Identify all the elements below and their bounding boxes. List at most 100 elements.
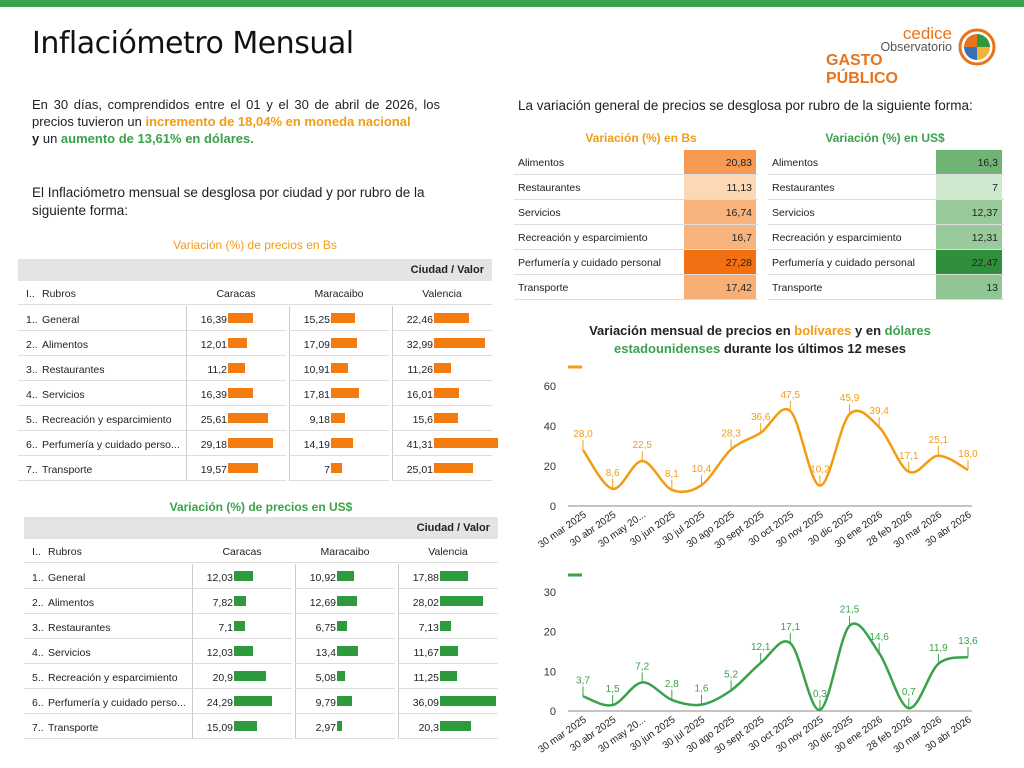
cell-value: 12,03 — [206, 572, 233, 584]
rubro-value-usd: 12,31 — [971, 232, 998, 244]
rubro-value-bs: 27,28 — [725, 257, 752, 269]
value-cell: 15,25 — [289, 306, 389, 331]
value-cell: 10,91 — [289, 356, 389, 381]
row-rubro: General — [48, 572, 86, 584]
cell-bar — [440, 671, 458, 681]
rubro-name: Servicios — [518, 207, 561, 219]
table-row: 4.. Servicios 16,39 17,81 16,01 — [18, 381, 492, 406]
row-index: 1.. — [26, 314, 38, 326]
cell-value: 15,09 — [206, 722, 233, 734]
cell-value: 7 — [324, 464, 330, 476]
rubro-table-usd: Alimentos 16,3 Restaurantes 7 Servicios 12,37… — [768, 150, 1004, 300]
rubro-value-usd: 16,3 — [977, 157, 998, 169]
value-cell: 17,09 — [289, 331, 389, 356]
rubro-row-usd: Restaurantes 7 — [768, 175, 1004, 200]
cell-bar — [440, 696, 496, 706]
cell-value: 29,18 — [200, 439, 227, 451]
cell-bar — [337, 671, 345, 681]
data-label: 45,9 — [840, 393, 860, 404]
rubro-value-usd: 13 — [986, 282, 998, 294]
cell-value: 28,02 — [412, 597, 439, 609]
city-header-2: Valencia — [428, 546, 468, 558]
cell-bar — [434, 388, 459, 398]
table-row: 2.. Alimentos 12,01 17,09 32,99 — [18, 331, 492, 356]
row-rubro: Servicios — [48, 647, 91, 659]
value-cell: 15,6 — [392, 406, 492, 431]
row-index: 3.. — [26, 364, 38, 376]
cell-value: 10,91 — [303, 364, 330, 376]
city-header-2: Valencia — [422, 288, 462, 300]
value-cell: 15,09 — [192, 714, 292, 739]
y-tick-label: 0 — [550, 501, 556, 513]
cell-value: 11,26 — [407, 364, 434, 376]
value-cell: 2,97 — [295, 714, 395, 739]
city-header-0: Caracas — [222, 546, 262, 558]
data-label: 1,6 — [695, 684, 709, 695]
cell-bar — [228, 388, 254, 398]
cell-bar — [337, 721, 342, 731]
rubro-name: Perfumería y cuidado personal — [518, 257, 661, 269]
rubro-cell-usd: 13 — [936, 275, 1002, 299]
chart-title-a: Variación mensual de precios en — [589, 323, 795, 338]
page-title: Inflaciómetro Mensual — [32, 26, 354, 61]
city-table-bs: Ciudad / Valor I.. Rubros Caracas Maracaibo V… — [18, 259, 499, 483]
cell-value: 16,39 — [200, 389, 227, 401]
rubro-name: Recreación y esparcimiento — [518, 232, 648, 244]
row-divider — [24, 639, 192, 664]
rubro-row-usd: Alimentos 16,3 — [768, 150, 1004, 175]
row-index: 7.. — [26, 464, 38, 476]
rubro-name: Restaurantes — [772, 182, 835, 194]
rubro-name: Restaurantes — [518, 182, 581, 194]
rubro-name: Servicios — [772, 207, 815, 219]
cell-bar — [337, 596, 357, 606]
row-rubro: General — [42, 314, 80, 326]
chart-title-f: durante los últimos 12 meses — [720, 341, 906, 356]
value-cell: 20,9 — [192, 664, 292, 689]
city-table-band: Ciudad / Valor — [24, 517, 498, 539]
cell-value: 6,75 — [315, 622, 336, 634]
value-cell: 7 — [289, 456, 389, 481]
value-cell: 25,01 — [392, 456, 492, 481]
y-tick-label: 10 — [544, 666, 556, 678]
cell-bar — [234, 646, 253, 656]
data-label: 7,2 — [635, 661, 649, 672]
rubro-cell-usd: 12,37 — [936, 200, 1002, 224]
value-cell: 25,61 — [186, 406, 286, 431]
value-cell: 12,69 — [295, 589, 395, 614]
series-line — [582, 622, 969, 712]
cell-value: 17,09 — [303, 339, 330, 351]
rubro-row-bs: Alimentos 20,83 — [514, 150, 758, 175]
table-row: 2.. Alimentos 7,82 12,69 28,02 — [24, 589, 498, 614]
row-rubro: Alimentos — [48, 597, 95, 609]
data-label: 22,5 — [632, 440, 652, 451]
cell-bar — [331, 463, 342, 473]
cell-bar — [440, 596, 484, 606]
cell-bar — [228, 338, 247, 348]
table-row: 3.. Restaurantes 7,1 6,75 7,13 — [24, 614, 498, 639]
row-rubro: Transporte — [48, 722, 99, 734]
rubro-value-usd: 12,37 — [971, 207, 998, 219]
row-index: 3.. — [32, 622, 44, 634]
data-label: 10,2 — [810, 465, 830, 476]
row-rubro: Servicios — [42, 389, 85, 401]
rubro-row-bs: Restaurantes 11,13 — [514, 175, 758, 200]
city-table-bs-title: Variación (%) de precios en Bs — [173, 238, 337, 252]
table-row: 4.. Servicios 12,03 13,4 11,67 — [24, 639, 498, 664]
cell-value: 17,81 — [303, 389, 330, 401]
cell-bar — [331, 338, 358, 348]
data-label: 5,2 — [724, 669, 738, 680]
value-cell: 28,02 — [398, 589, 498, 614]
value-cell: 12,01 — [186, 331, 286, 356]
rubro-table-usd-title: Variación (%) en US$ — [825, 131, 945, 145]
value-cell: 17,81 — [289, 381, 389, 406]
city-table-header: I.. Rubros Caracas Maracaibo Valencia — [18, 281, 492, 305]
table-row: 6.. Perfumería y cuidado perso... 29,18 14,… — [18, 431, 499, 456]
y-tick-label: 0 — [550, 706, 556, 718]
value-cell: 19,57 — [186, 456, 286, 481]
value-cell: 7,13 — [398, 614, 498, 639]
cell-bar — [331, 313, 355, 323]
y-tick-label: 20 — [544, 461, 556, 473]
rubro-cell-bs: 27,28 — [684, 250, 756, 274]
city-header-1: Maracaibo — [320, 546, 370, 558]
